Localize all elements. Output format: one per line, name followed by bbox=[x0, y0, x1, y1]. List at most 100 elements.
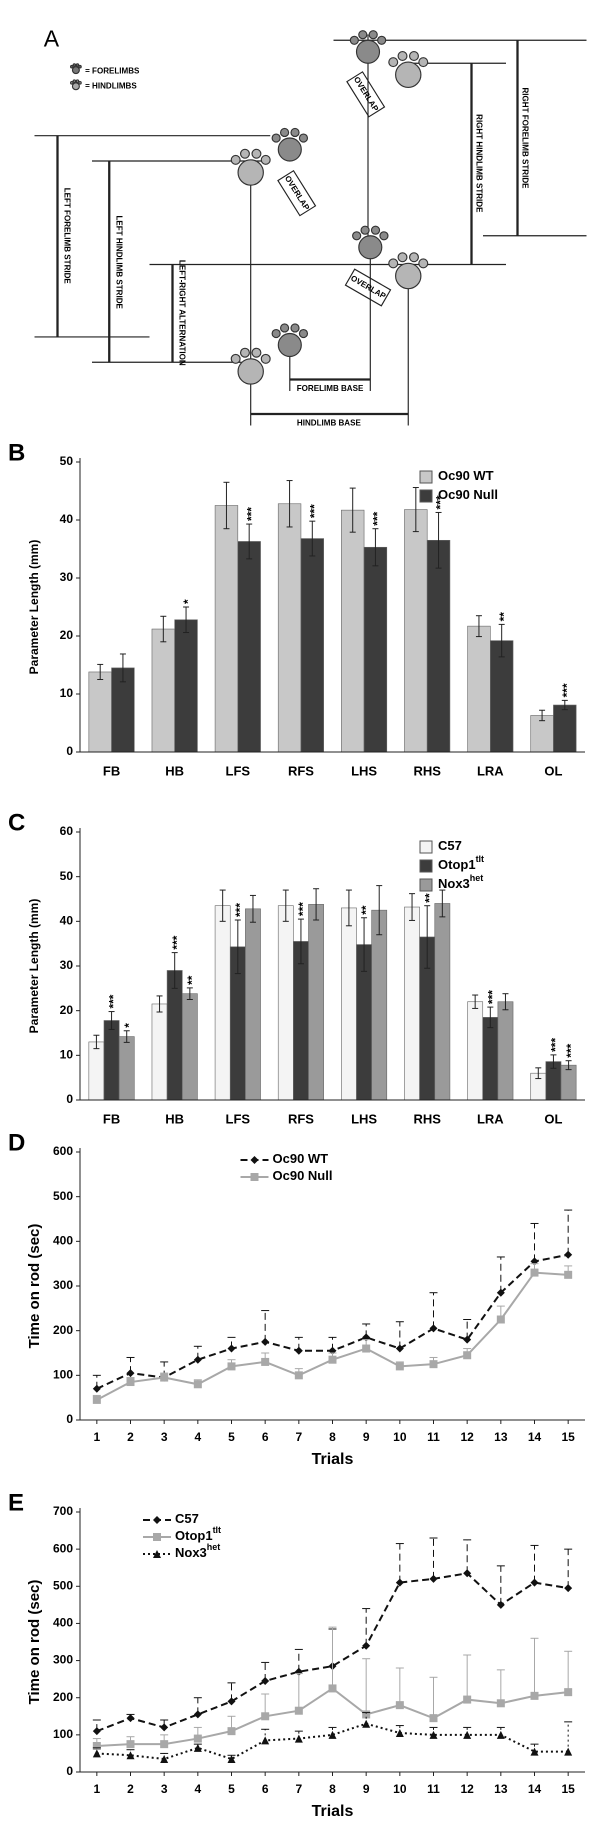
x-tick-label: 8 bbox=[329, 1430, 336, 1444]
marker bbox=[126, 1740, 135, 1749]
paw-toe bbox=[418, 258, 429, 269]
x-tick-label: RFS bbox=[288, 763, 314, 778]
significance: ** bbox=[422, 893, 436, 903]
paw-toe bbox=[360, 225, 370, 235]
marker bbox=[395, 1701, 404, 1710]
x-tick-label: 8 bbox=[329, 1782, 336, 1796]
paw-toe bbox=[75, 63, 80, 67]
marker bbox=[294, 1346, 303, 1355]
marker bbox=[395, 1362, 404, 1371]
paw-toe bbox=[251, 148, 262, 159]
marker bbox=[429, 1360, 438, 1369]
paw-toe bbox=[368, 30, 378, 40]
stride-label: LEFT FORELIMB STRIDE bbox=[63, 188, 72, 285]
x-tick-label: 13 bbox=[494, 1430, 508, 1444]
x-axis-title: Trials bbox=[312, 1451, 354, 1468]
y-tick-label: 600 bbox=[53, 1144, 73, 1158]
bar bbox=[88, 1041, 105, 1101]
marker bbox=[261, 1337, 270, 1346]
bar bbox=[404, 906, 420, 1101]
bar bbox=[308, 904, 324, 1101]
significance: *** bbox=[564, 1043, 578, 1057]
marker bbox=[160, 1740, 169, 1749]
x-axis-title: Trials bbox=[312, 1803, 354, 1820]
x-tick-label: LFS bbox=[226, 1111, 251, 1126]
marker bbox=[227, 1344, 236, 1353]
significance: ** bbox=[359, 905, 373, 915]
paw-pad bbox=[71, 82, 80, 91]
paw-pad bbox=[237, 159, 264, 186]
paw-pad bbox=[71, 66, 80, 75]
paw-toe bbox=[279, 127, 290, 138]
x-tick-label: RFS bbox=[288, 1111, 314, 1126]
marker bbox=[395, 1578, 404, 1587]
marker bbox=[429, 1324, 438, 1333]
y-tick-label: 400 bbox=[53, 1234, 73, 1248]
bar bbox=[553, 704, 577, 753]
bar bbox=[118, 1036, 135, 1101]
paw-toe bbox=[75, 79, 80, 83]
marker bbox=[530, 1268, 539, 1277]
x-tick-label: 12 bbox=[460, 1782, 474, 1796]
bar bbox=[300, 538, 324, 753]
y-tick-label: 40 bbox=[60, 512, 74, 526]
bar bbox=[174, 619, 198, 753]
y-axis-title: Parameter Length (mm) bbox=[27, 540, 41, 675]
marker bbox=[294, 1371, 303, 1380]
x-tick-label: 7 bbox=[295, 1430, 302, 1444]
paw-toe bbox=[72, 63, 77, 67]
bar bbox=[426, 539, 451, 753]
x-tick-label: 6 bbox=[262, 1782, 269, 1796]
paw-toe bbox=[290, 127, 300, 138]
marker bbox=[429, 1714, 438, 1723]
y-tick-label: 200 bbox=[53, 1690, 73, 1704]
x-tick-label: HB bbox=[165, 1111, 184, 1126]
marker bbox=[227, 1755, 236, 1763]
paw-toe bbox=[349, 35, 359, 45]
x-tick-label: 10 bbox=[393, 1782, 407, 1796]
y-tick-label: 300 bbox=[53, 1653, 73, 1667]
marker bbox=[227, 1362, 236, 1371]
marker bbox=[564, 1688, 573, 1697]
marker bbox=[496, 1730, 505, 1739]
legend-swatch bbox=[419, 878, 433, 892]
x-tick-label: 7 bbox=[295, 1782, 302, 1796]
legend-name: C57 bbox=[175, 1511, 199, 1526]
paw-toe bbox=[279, 323, 290, 333]
alternation-label: LEFT-RIGHT ALTERNATION bbox=[178, 260, 187, 366]
marker bbox=[193, 1734, 202, 1743]
panel-label: A bbox=[44, 25, 60, 51]
bar bbox=[88, 671, 112, 753]
bar bbox=[341, 509, 365, 753]
marker bbox=[429, 1730, 438, 1739]
bar bbox=[181, 993, 198, 1101]
paw-toe bbox=[251, 347, 262, 358]
bar bbox=[214, 505, 239, 753]
marker bbox=[92, 1742, 101, 1750]
paw-toe bbox=[239, 148, 250, 159]
x-tick-label: 2 bbox=[127, 1430, 134, 1444]
significance: *** bbox=[107, 994, 121, 1008]
marker bbox=[92, 1727, 101, 1736]
x-tick-label: 11 bbox=[427, 1430, 440, 1444]
paw-toe bbox=[271, 133, 281, 143]
legend-name: Oc90 Null bbox=[273, 1168, 333, 1183]
panel-label: B bbox=[8, 439, 25, 466]
paw-pad bbox=[395, 61, 422, 88]
y-tick-label: 700 bbox=[53, 1504, 73, 1518]
panel-label: D bbox=[8, 1129, 25, 1156]
marker bbox=[193, 1710, 202, 1719]
paw-toe bbox=[418, 57, 429, 68]
x-tick-label: 1 bbox=[93, 1430, 100, 1444]
bar bbox=[214, 905, 231, 1101]
y-tick-label: 40 bbox=[60, 914, 74, 928]
marker bbox=[153, 1533, 161, 1541]
legend-label: Otop1tlt bbox=[438, 854, 484, 872]
marker bbox=[261, 1736, 270, 1745]
x-tick-label: FB bbox=[103, 1111, 120, 1126]
marker bbox=[126, 1751, 135, 1760]
paw-pad bbox=[277, 137, 302, 162]
paw-toe bbox=[408, 50, 419, 62]
paw-toe bbox=[298, 133, 309, 143]
bar bbox=[341, 907, 357, 1101]
